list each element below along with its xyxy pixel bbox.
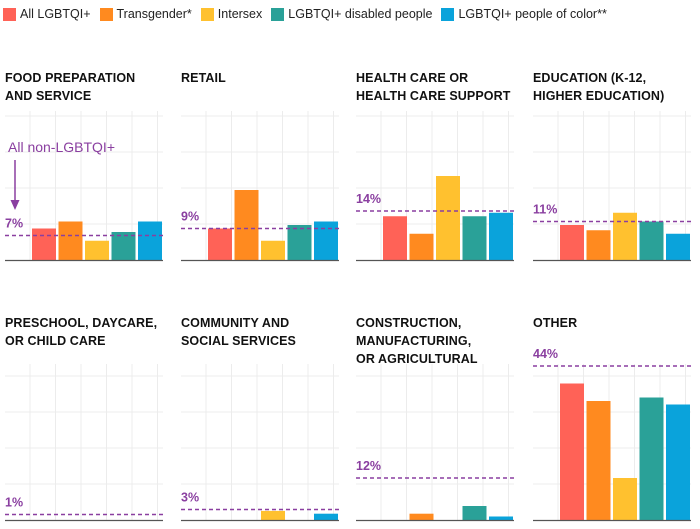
panel-title: EDUCATION (K-12, HIGHER EDUCATION) xyxy=(533,69,664,105)
legend-swatch xyxy=(99,7,113,21)
bar xyxy=(613,478,637,520)
reference-value-label: 12% xyxy=(356,459,381,473)
bar xyxy=(489,516,513,520)
panel-title-line: OR CHILD CARE xyxy=(5,334,106,348)
bar xyxy=(314,513,338,520)
panel-title-line: OTHER xyxy=(533,316,578,330)
legend-item-people-of-color: LGBTQI+ people of color** xyxy=(441,7,607,21)
bar xyxy=(586,230,611,260)
panel-title: COMMUNITY AND SOCIAL SERVICES xyxy=(181,314,296,350)
panel-title-line: OR AGRICULTURAL xyxy=(356,352,478,366)
legend-swatch xyxy=(441,7,455,21)
legend-item-disabled: LGBTQI+ disabled people xyxy=(271,7,432,21)
panel-title-line: PRESCHOOL, DAYCARE, xyxy=(5,316,158,330)
bar xyxy=(462,216,487,260)
panel-title: CONSTRUCTION, MANUFACTURING, OR AGRICULTUR… xyxy=(356,314,478,368)
bar xyxy=(586,401,611,520)
bar xyxy=(560,383,584,520)
bar xyxy=(436,176,460,260)
bar xyxy=(138,221,162,260)
panel-title: OTHER xyxy=(533,314,577,332)
panel-title: PRESCHOOL, DAYCARE, OR CHILD CARE xyxy=(5,314,157,350)
legend-swatch xyxy=(3,7,16,21)
legend-label: Transgender* xyxy=(116,7,192,21)
legend-item-intersex: Intersex xyxy=(200,7,263,21)
panel-title-line: RETAIL xyxy=(181,71,226,85)
reference-value-label: 7% xyxy=(5,217,23,231)
bar xyxy=(409,513,434,520)
panel-title-line: COMMUNITY AND xyxy=(181,316,290,330)
bar xyxy=(613,212,637,260)
reference-value-label: 14% xyxy=(356,192,381,206)
reference-annotation: All non-LGBTQI+ xyxy=(8,139,115,155)
bar xyxy=(489,212,513,260)
legend-label: LGBTQI+ people of color** xyxy=(458,7,607,21)
reference-value-label: 1% xyxy=(5,496,23,510)
reference-value-label: 44% xyxy=(533,347,558,361)
bar xyxy=(639,397,664,520)
panel-title-line: AND SERVICE xyxy=(5,89,92,103)
panel-title-line: HEALTH CARE SUPPORT xyxy=(356,89,511,103)
bar xyxy=(666,233,690,260)
legend: All LGBTQI+ Transgender* Intersex LGBTQI… xyxy=(3,4,616,24)
bar xyxy=(85,240,109,260)
legend-label: LGBTQI+ disabled people xyxy=(288,7,433,21)
panel-title: RETAIL xyxy=(181,69,226,87)
panel-title-line: HEALTH CARE OR xyxy=(356,71,469,85)
reference-value-label: 11% xyxy=(533,203,557,217)
bar xyxy=(234,190,259,260)
bar xyxy=(462,506,487,520)
bar xyxy=(261,510,285,520)
panel-title-line: CONSTRUCTION, xyxy=(356,316,462,330)
bar xyxy=(383,216,407,260)
bar xyxy=(666,404,690,520)
legend-item-transgender: Transgender* xyxy=(99,7,192,21)
panel-title-line: FOOD PREPARATION xyxy=(5,71,136,85)
bar xyxy=(58,221,83,260)
legend-label: Intersex xyxy=(217,7,263,21)
panel-title: HEALTH CARE OR HEALTH CARE SUPPORT xyxy=(356,69,510,105)
bar xyxy=(560,225,584,260)
bar xyxy=(208,228,232,260)
bar xyxy=(261,240,285,260)
legend-swatch xyxy=(271,7,285,21)
bar xyxy=(314,221,338,260)
annotation-arrow-head xyxy=(10,200,20,210)
legend-item-all-lgbtqi: All LGBTQI+ xyxy=(3,7,91,21)
legend-swatch xyxy=(200,7,214,21)
bar xyxy=(409,233,434,260)
bar xyxy=(287,225,312,260)
bar xyxy=(639,221,664,260)
bar xyxy=(111,232,136,260)
bar xyxy=(32,228,56,260)
panel-title-line: MANUFACTURING, xyxy=(356,334,472,348)
panel-title-line: EDUCATION (K-12, xyxy=(533,71,647,85)
legend-label: All LGBTQI+ xyxy=(20,7,91,21)
panel-title: FOOD PREPARATION AND SERVICE xyxy=(5,69,135,105)
reference-value-label: 9% xyxy=(181,210,199,224)
panel-title-line: SOCIAL SERVICES xyxy=(181,334,296,348)
reference-value-label: 3% xyxy=(181,491,199,505)
panel-title-line: HIGHER EDUCATION) xyxy=(533,89,665,103)
